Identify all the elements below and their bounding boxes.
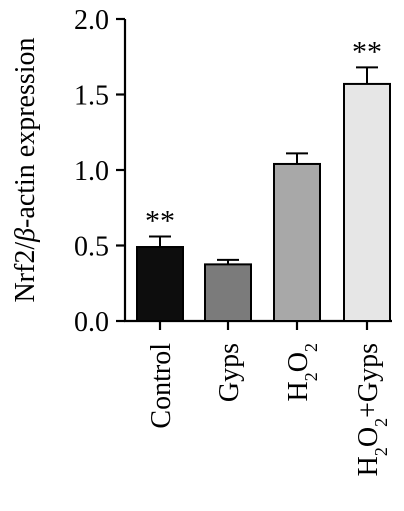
y-tick-label: 1.5 (74, 81, 109, 112)
bar-gyps (204, 263, 252, 322)
bar-control (136, 246, 184, 322)
x-axis (124, 319, 392, 330)
bar-h2o2 (273, 162, 321, 322)
y-tick-label: 2.0 (74, 5, 109, 36)
bar-h2o2-gyps (343, 82, 391, 323)
significance-labels: ** ** (145, 35, 382, 237)
significance-label: ** (145, 204, 175, 237)
y-tick-label: 1.0 (74, 156, 109, 187)
x-tick-labels: Control Gyps H2O2 H2O2+Gyps (146, 343, 391, 477)
y-tick-label: 0.0 (74, 307, 109, 338)
significance-label: ** (352, 35, 382, 68)
error-bars (149, 66, 378, 265)
y-tick-label: 0.5 (74, 232, 109, 263)
bars (136, 82, 391, 323)
x-tick-label: H2O2+Gyps (353, 343, 391, 476)
y-axis: 0.0 0.5 1.0 1.5 2.0 (74, 5, 127, 338)
y-axis-label: Nrf2/β-actin expression (10, 37, 41, 302)
x-tick-label: Gyps (214, 343, 245, 402)
y-axis-title: Nrf2/β-actin expression (10, 37, 41, 302)
x-tick-label: Control (146, 343, 177, 429)
x-tick-label: H2O2 (283, 343, 321, 401)
